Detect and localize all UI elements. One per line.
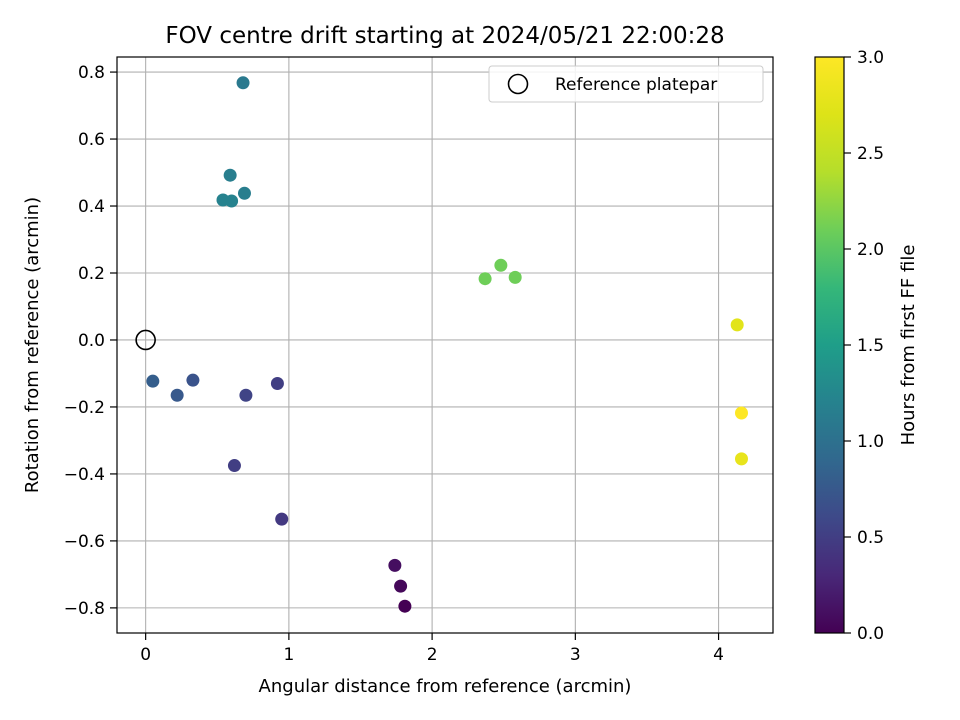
data-point — [394, 579, 408, 593]
x-tick-label: 1 — [283, 645, 294, 665]
data-point — [734, 452, 748, 466]
data-point — [186, 373, 200, 387]
y-tick-label: −0.4 — [64, 465, 105, 485]
data-point — [478, 272, 492, 286]
legend-marker — [507, 73, 529, 95]
reference-marker — [135, 329, 156, 351]
data-points — [146, 76, 748, 613]
data-point — [223, 168, 237, 182]
data-point — [508, 270, 522, 284]
y-tick-label: 0.6 — [78, 130, 105, 150]
y-tick-label: −0.2 — [64, 398, 105, 418]
colorbar-tick-label: 0.0 — [857, 624, 884, 644]
data-point — [225, 194, 239, 208]
data-point — [494, 258, 508, 272]
data-point — [170, 388, 184, 402]
chart-title: FOV centre drift starting at 2024/05/21 … — [165, 23, 724, 49]
colorbar-tick-label: 1.0 — [857, 432, 884, 452]
x-tick-label: 2 — [427, 645, 438, 665]
y-tick-label: −0.8 — [64, 599, 105, 619]
y-tick-label: −0.6 — [64, 532, 105, 552]
x-tick-label: 4 — [713, 645, 724, 665]
data-point — [270, 377, 284, 391]
colorbar-tick-label: 2.5 — [857, 144, 884, 164]
data-point — [146, 374, 160, 388]
y-tick-label: 0.2 — [78, 264, 105, 284]
colorbar-tick-label: 3.0 — [857, 48, 884, 68]
colorbar — [814, 56, 845, 634]
x-axis-ticks: 0 1 2 3 4 — [140, 633, 724, 665]
x-axis-label: Angular distance from reference (arcmin) — [259, 676, 632, 697]
data-point — [227, 459, 241, 473]
colorbar-tick-label: 1.5 — [857, 336, 884, 356]
data-point — [398, 599, 412, 613]
y-axis-ticks: −0.8 −0.6 −0.4 −0.2 0.0 0.2 0.4 0.6 0.8 — [64, 63, 117, 619]
y-tick-label: 0.8 — [78, 63, 105, 83]
grid — [117, 57, 773, 633]
data-point — [236, 76, 250, 90]
data-point — [388, 558, 402, 572]
data-point — [734, 406, 748, 420]
y-tick-label: 0.0 — [78, 331, 105, 351]
y-tick-label: 0.4 — [78, 197, 105, 217]
data-point — [730, 318, 744, 332]
colorbar-tick-label: 0.5 — [857, 528, 884, 548]
colorbar-tick-label: 2.0 — [857, 240, 884, 260]
x-tick-label: 0 — [140, 645, 151, 665]
legend: Reference platepar — [488, 65, 764, 103]
plot-frame — [116, 56, 774, 634]
data-point — [275, 512, 289, 526]
y-axis-label: Rotation from reference (arcmin) — [22, 197, 43, 493]
data-point — [237, 186, 251, 200]
legend-entry: Reference platepar — [555, 75, 717, 95]
colorbar-label: Hours from first FF file — [898, 245, 919, 446]
data-point — [239, 388, 253, 402]
colorbar-ticks: 0.0 0.5 1.0 1.5 2.0 2.5 3.0 — [844, 48, 884, 644]
legend-box — [488, 65, 764, 103]
x-tick-label: 3 — [570, 645, 581, 665]
